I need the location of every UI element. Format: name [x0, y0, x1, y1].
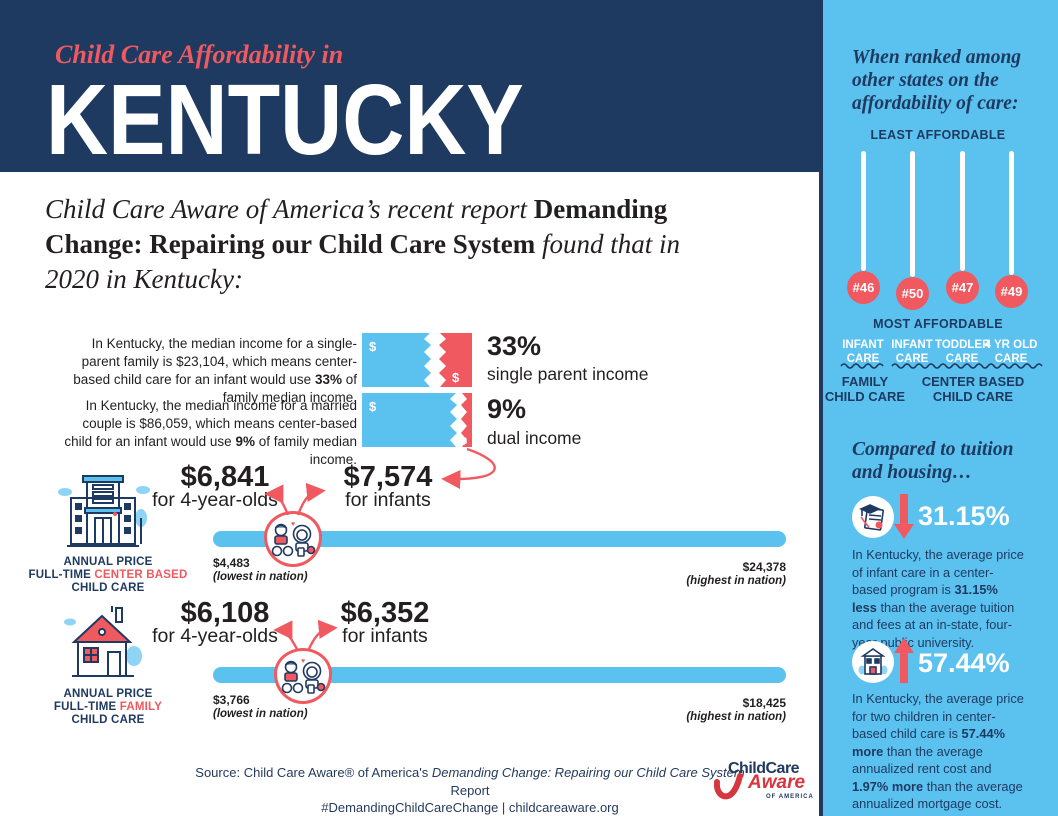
logo-check-icon: [714, 773, 743, 800]
logo-text-of-america: OF AMERICA: [766, 794, 814, 800]
center-price-4yr-label: for 4-year-olds: [152, 489, 278, 511]
care-type-label: 4 YR OLD CARE: [984, 339, 1038, 365]
sidebar-divider: [819, 0, 823, 816]
single-parent-income-text: In Kentucky, the median income for a sin…: [73, 336, 357, 405]
header-kicker: Child Care Affordability in: [55, 40, 344, 69]
center-based-group-label: CENTER BASED CHILD CARE: [921, 374, 1025, 404]
center-high-value: $24,378: [742, 560, 786, 574]
svg-text:♥: ♥: [301, 658, 305, 665]
source-citation: Source: Child Care Aware® of America's D…: [190, 764, 750, 816]
diploma-icon: [852, 496, 894, 538]
tuition-stat-value: 31.15%: [918, 501, 1010, 531]
tuition-stat-text: In Kentucky, the average price of infant…: [852, 547, 1024, 650]
least-affordable-label: LEAST AFFORDABLE: [870, 128, 1006, 142]
dual-income-pct-label: dual income: [487, 428, 582, 448]
source-line1: Source: Child Care Aware® of America's D…: [195, 765, 745, 798]
center-low-value: $4,483: [213, 556, 250, 570]
center-based-building-icon: [58, 475, 150, 547]
torn-dollar-bill-9: $ $: [362, 393, 472, 447]
center-based-price-range-bar: [213, 531, 786, 547]
header-banner: Child Care Affordability in KENTUCKY: [0, 0, 820, 172]
housing-stat-text: In Kentucky, the average price for two c…: [852, 691, 1024, 811]
children-marker-icon: ♥: [264, 511, 322, 567]
source-line2: #DemandingChildCareChange | childcareawa…: [321, 800, 619, 815]
family-low-value: $3,766: [213, 693, 250, 707]
rank-badge-toddler-center: #47: [946, 271, 979, 304]
family-price-infant-label: for infants: [342, 625, 428, 647]
center-low-note: (lowest in nation): [213, 571, 308, 583]
torn-dollar-bill-33: $ $: [362, 333, 472, 387]
family-price-4yr-label: for 4-year-olds: [152, 625, 278, 647]
rankings-sidebar: When ranked among other states on the af…: [823, 0, 1058, 816]
logo-text-aware: Aware: [748, 772, 806, 793]
family-high-value: $18,425: [742, 696, 786, 710]
bill-dollar-sign: $: [369, 339, 377, 354]
most-affordable-label: MOST AFFORDABLE: [873, 317, 1003, 331]
state-title: KENTUCKY: [46, 64, 524, 176]
rank-line: [960, 151, 965, 271]
sidebar-heading: When ranked among other states on the af…: [852, 47, 1022, 114]
children-marker-icon: ♥: [274, 648, 332, 704]
rank-line: [1009, 151, 1014, 275]
rank-line: [861, 151, 866, 271]
family-price-range-bar: [213, 667, 786, 683]
center-high-note: (highest in nation): [686, 575, 786, 587]
rank-badge-infant-center: #50: [896, 277, 929, 310]
childcare-aware-logo: ChildCare Aware OF AMERICA: [714, 758, 814, 810]
housing-stat-value: 57.44%: [918, 648, 1010, 678]
care-type-label: INFANT CARE: [891, 339, 933, 365]
single-parent-pct-label: single parent income: [487, 364, 649, 384]
center-based-category-label: ANNUAL PRICE FULL-TIME CENTER BASED CHIL…: [28, 556, 188, 594]
care-type-label: INFANT CARE: [842, 339, 884, 365]
center-price-infant: $7,574: [343, 461, 433, 493]
rank-badge-4yr-center: #49: [995, 275, 1028, 308]
single-parent-pct: 33%: [487, 331, 542, 361]
up-arrow-icon: [894, 638, 914, 683]
family-house-icon: [64, 606, 142, 677]
family-high-note: (highest in nation): [686, 711, 786, 723]
family-low-note: (lowest in nation): [213, 708, 308, 720]
dual-income-pct: 9%: [487, 394, 527, 424]
down-arrow-icon: [894, 494, 914, 539]
rank-line: [910, 151, 915, 277]
group-brace-squiggles: [840, 363, 1043, 369]
center-price-infant-label: for infants: [345, 489, 431, 511]
housing-icon: [852, 641, 894, 683]
bill-dollar-sign: $: [369, 399, 377, 414]
compare-heading: Compared to tuition and housing…: [852, 439, 1014, 483]
care-type-label: TODDLER CARE: [935, 339, 991, 365]
rank-badge-infant-family: #46: [847, 271, 880, 304]
svg-text:♥: ♥: [291, 521, 295, 528]
torn-dollar-sign: $: [462, 436, 467, 446]
intro-paragraph: Child Care Aware of America’s recent rep…: [45, 194, 681, 294]
center-price-4yr: $6,841: [180, 461, 270, 493]
family-category-label: ANNUAL PRICE FULL-TIME FAMILY CHILD CARE: [53, 688, 163, 726]
dual-income-text: In Kentucky, the median income for a mar…: [64, 398, 357, 467]
family-price-infant: $6,352: [340, 597, 430, 629]
family-group-label: FAMILY CHILD CARE: [824, 374, 906, 404]
torn-dollar-sign: $: [452, 370, 460, 385]
family-price-4yr: $6,108: [180, 597, 270, 629]
logo-text-childcare: ChildCare: [728, 760, 800, 777]
